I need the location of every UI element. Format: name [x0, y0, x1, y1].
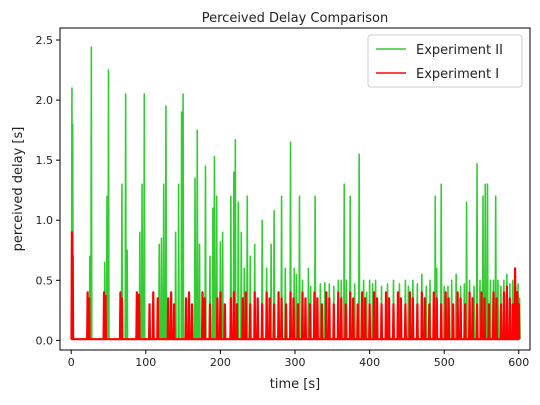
- legend-label-experiment-ii: Experiment II: [416, 43, 503, 58]
- y-tick-label: 1.5: [36, 154, 54, 167]
- x-tick-label: 300: [285, 356, 306, 369]
- legend-box: [367, 34, 523, 88]
- y-tick-label: 0.5: [36, 274, 54, 287]
- series-line-experiment-i: [70, 231, 521, 341]
- x-axis-label: time [s]: [270, 377, 320, 392]
- x-tick-label: 400: [359, 356, 380, 369]
- x-tick-label: 200: [210, 356, 231, 369]
- plot-area: [70, 46, 521, 341]
- y-tick-label: 0.0: [36, 334, 54, 347]
- x-tick-label: 600: [508, 356, 529, 369]
- axes: 0 100 200 300 400 500 600 0.0 0.5 1.0 1.5 2.0 2.5: [36, 27, 531, 369]
- chart-title: Perceived Delay Comparison: [202, 11, 389, 26]
- y-tick-label: 2.0: [36, 94, 54, 107]
- legend: Experiment II Experiment I: [367, 34, 523, 88]
- y-tick-label: 2.5: [36, 34, 54, 47]
- y-tick-label: 1.0: [36, 214, 54, 227]
- x-tick-label: 100: [135, 356, 156, 369]
- legend-label-experiment-i: Experiment I: [416, 67, 499, 82]
- x-tick-label: 0: [68, 356, 75, 369]
- y-axis-label: perceived delay [s]: [11, 127, 26, 252]
- x-tick-label: 500: [434, 356, 455, 369]
